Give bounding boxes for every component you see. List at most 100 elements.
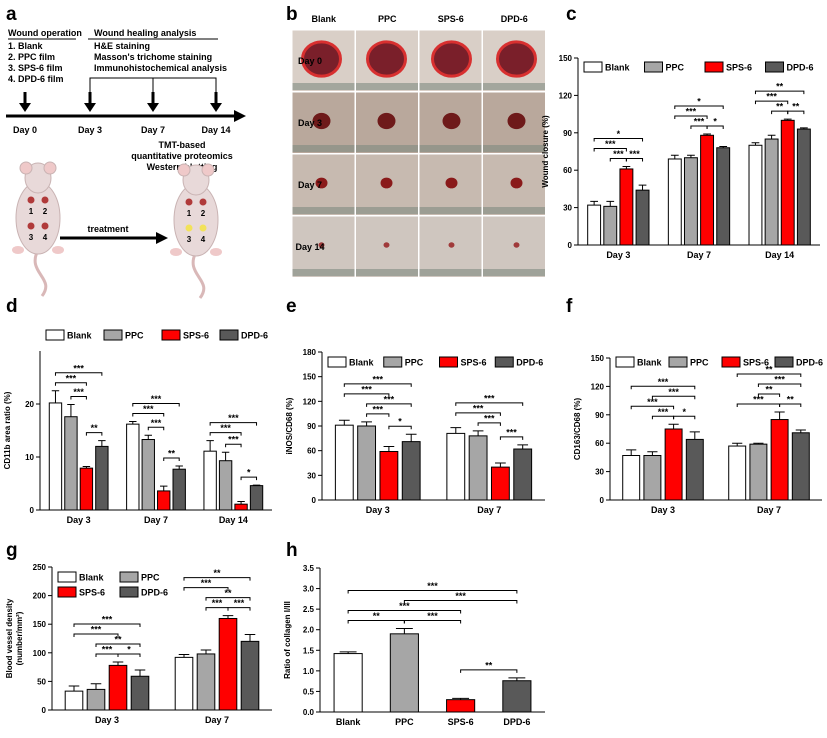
legend-label: SPS-6 [726, 63, 752, 73]
significance-bracket [343, 393, 390, 397]
significance-bracket [240, 476, 258, 481]
legend-label: PPC [666, 63, 685, 73]
mouse-ear [43, 161, 57, 175]
bar [48, 402, 63, 511]
y-tick-label: 0.5 [303, 687, 315, 696]
error-bar [799, 127, 808, 130]
y-tick-label: 20 [25, 400, 34, 409]
error-bar [222, 615, 234, 619]
x-tick-label: PPC [395, 717, 414, 727]
arrowhead [234, 110, 246, 122]
panel-label: h [286, 540, 298, 561]
mouse-ear [19, 161, 33, 175]
x-tick-label: Day 7 [205, 715, 229, 725]
significance-bracket [455, 412, 501, 416]
y-axis-label: CD11b area ratio (%) [3, 391, 12, 469]
significance-bracket [477, 422, 501, 426]
group-item: 4. DPD-6 film [8, 74, 64, 84]
error-bar [383, 446, 395, 452]
error-bar [452, 697, 470, 700]
mouse-paw [170, 248, 182, 256]
y-tick-label: 30 [307, 471, 316, 480]
wound-site [27, 196, 35, 204]
group-item: 2. PPC film [8, 52, 55, 62]
significance-bracket [630, 405, 675, 410]
bar [379, 450, 399, 501]
proteomics-text: quantitative proteomics [131, 151, 233, 161]
wound [380, 177, 393, 189]
legend-swatch [383, 356, 403, 368]
legend-label: SPS-6 [183, 331, 209, 341]
bar [685, 438, 704, 501]
y-tick-label: 60 [563, 166, 572, 175]
significance-bracket [757, 393, 781, 397]
significance-bracket [132, 412, 165, 417]
x-tick-label: Day 3 [67, 515, 91, 525]
legend-label: PPC [405, 358, 424, 368]
significance-bracket [366, 413, 390, 417]
significance-label: * [617, 129, 621, 139]
significance-label: *** [73, 363, 84, 373]
site-number: 4 [43, 233, 48, 242]
legend-label: DPD-6 [516, 358, 543, 368]
error-bar [200, 649, 212, 654]
y-tick-label: 150 [591, 354, 605, 363]
ruler [356, 207, 418, 214]
ruler [483, 145, 545, 152]
ruler [356, 145, 418, 152]
legend-swatch [57, 571, 77, 583]
column-label: Blank [311, 14, 337, 24]
site-number: 2 [43, 207, 48, 216]
significance-bracket [54, 382, 87, 386]
significance-bracket [85, 432, 103, 436]
significance-bracket [754, 100, 789, 105]
significance-bracket [674, 115, 708, 120]
bar [764, 138, 779, 246]
significance-bracket [499, 436, 524, 440]
significance-label: *** [228, 435, 239, 445]
y-tick-label: 60 [307, 447, 316, 456]
error-bar [606, 200, 615, 207]
y-tick-label: 90 [563, 129, 572, 138]
y-tick-label: 60 [595, 439, 604, 448]
panel-label: c [566, 4, 577, 25]
y-tick-label: 3.0 [303, 585, 315, 594]
y-axis-label: CD163/CD68 (%) [573, 398, 582, 461]
y-axis-label: Ratio of collagen I/III [283, 601, 292, 679]
significance-label: *** [647, 397, 658, 407]
bar [513, 448, 533, 501]
x-tick-label: DPD-6 [503, 717, 530, 727]
significance-label: *** [372, 374, 383, 384]
significance-label: *** [774, 374, 785, 384]
ruler [419, 145, 482, 152]
bar [86, 688, 106, 711]
bar [619, 168, 634, 246]
mouse-paw [210, 248, 222, 256]
significance-bracket [403, 599, 518, 604]
y-tick-label: 0 [312, 496, 317, 505]
significance-bracket [225, 443, 242, 448]
significance-bracket [455, 402, 524, 406]
y-tick-label: 150 [303, 373, 317, 382]
significance-label: ** [787, 394, 795, 404]
error-bar [244, 633, 256, 642]
significance-bracket [706, 125, 724, 130]
y-axis-label: iNOS/CD68 (%) [285, 397, 294, 454]
y-tick-label: 200 [33, 592, 47, 601]
significance-label: *** [102, 644, 113, 654]
wound-site [185, 224, 193, 232]
analysis-item: Immunohistochemical analysis [94, 63, 227, 73]
significance-label: *** [73, 387, 84, 397]
y-tick-label: 180 [303, 348, 317, 357]
panel-label: f [566, 296, 573, 317]
legend-swatch [57, 586, 77, 598]
legend-swatch [45, 329, 65, 341]
legend-label: Blank [67, 331, 93, 341]
significance-label: *** [234, 598, 245, 608]
legend-label: Blank [349, 358, 375, 368]
significance-label: *** [668, 387, 679, 397]
error-bar [160, 485, 168, 491]
significance-bracket [227, 607, 251, 611]
day-arrows [19, 92, 222, 112]
error-bar [82, 466, 91, 469]
